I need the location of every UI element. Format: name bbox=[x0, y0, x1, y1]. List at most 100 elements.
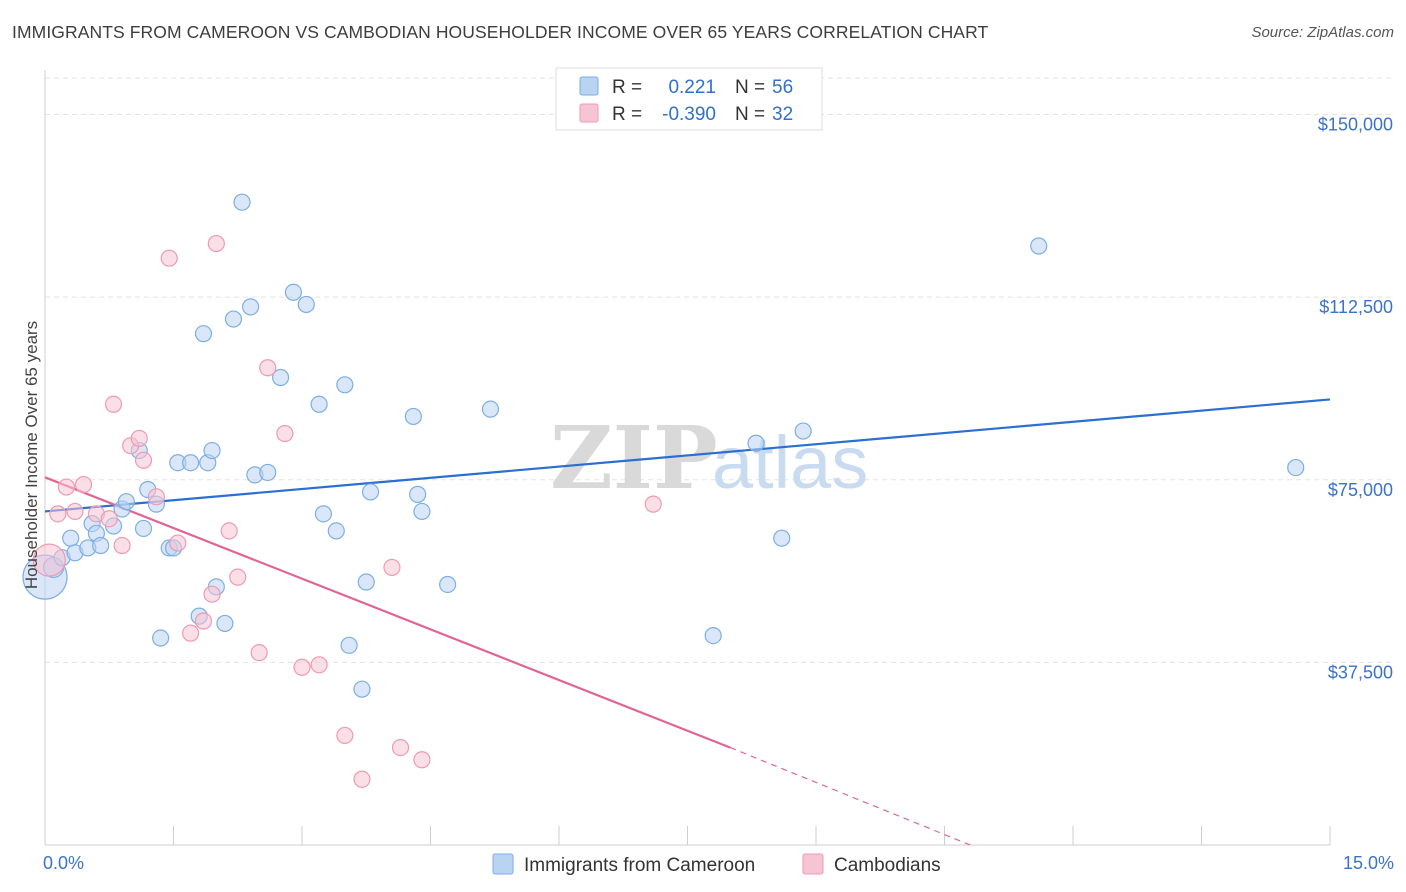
cambodian-point bbox=[220, 522, 238, 540]
cambodian-point bbox=[644, 495, 662, 513]
cameroon-point bbox=[92, 536, 110, 555]
cameroon-point bbox=[62, 529, 80, 547]
cameroon-point bbox=[284, 283, 303, 301]
cameroon-point bbox=[259, 463, 277, 482]
cameroon-point bbox=[481, 400, 500, 418]
cameroon-point bbox=[224, 310, 243, 328]
cameroon-point bbox=[134, 519, 153, 538]
cambodian-point bbox=[276, 424, 294, 443]
cameroon-point bbox=[152, 629, 170, 647]
legend-swatch-blue bbox=[579, 76, 599, 96]
cameroon-point bbox=[271, 368, 290, 387]
y-axis-label: Householder Income Over 65 years bbox=[22, 321, 41, 589]
cameroon-point bbox=[314, 505, 333, 523]
cambodian-point bbox=[336, 726, 354, 745]
cameroon-point bbox=[297, 295, 315, 314]
cameroon-point bbox=[242, 298, 260, 316]
cameroon-point bbox=[794, 422, 812, 440]
cameroon-point bbox=[327, 522, 345, 540]
bottom-legend-swatch-pink bbox=[802, 853, 824, 875]
cambodian-point bbox=[134, 451, 153, 469]
cameroon-point bbox=[439, 575, 457, 594]
cambodian-point bbox=[104, 395, 123, 413]
cambodian-point bbox=[66, 502, 84, 521]
cameroon-point bbox=[773, 529, 791, 547]
cameroon-trend-line bbox=[44, 398, 1331, 513]
legend-n-label-2: N = bbox=[735, 104, 765, 125]
watermark-zip: ZIP bbox=[550, 408, 718, 509]
cambodian-trend-extension bbox=[730, 747, 971, 846]
axes bbox=[44, 70, 1331, 846]
cambodian-point bbox=[310, 656, 328, 674]
cambodian-point bbox=[413, 751, 431, 769]
y-tick-labels: $37,500 $75,000 $112,500 $150,000 bbox=[1318, 115, 1393, 683]
y-tick-label: $75,000 bbox=[1328, 480, 1393, 500]
cambodian-point bbox=[383, 558, 401, 577]
legend-n-value-2: 32 bbox=[772, 104, 793, 125]
legend-r-value-1: 0.221 bbox=[668, 77, 716, 98]
cameroon-point bbox=[413, 502, 431, 521]
bottom-legend-swatch-blue bbox=[492, 853, 514, 875]
cameroon-point bbox=[194, 325, 213, 343]
cambodian-point bbox=[74, 476, 93, 494]
cambodian-point bbox=[207, 234, 225, 253]
cameroon-point bbox=[361, 483, 380, 501]
cambodian-point bbox=[130, 429, 148, 447]
legend-n-value-1: 56 bbox=[772, 77, 793, 98]
cambodian-point bbox=[49, 505, 67, 523]
cameroon-point bbox=[182, 454, 200, 472]
cambodian-point bbox=[169, 534, 187, 552]
top-legend: R = 0.221 N = 56 R = -0.390 N = 32 bbox=[555, 67, 823, 131]
grid-lines bbox=[45, 77, 1395, 663]
cameroon-point bbox=[233, 193, 251, 211]
cameroon-point bbox=[117, 493, 135, 511]
cameroon-point bbox=[336, 376, 354, 394]
cambodian-point bbox=[391, 739, 410, 757]
cameroon-point bbox=[1030, 237, 1048, 255]
cambodian-point bbox=[32, 543, 66, 577]
cameroon-point bbox=[203, 441, 221, 460]
chart-title: IMMIGRANTS FROM CAMEROON VS CAMBODIAN HO… bbox=[12, 22, 989, 42]
x-tick-labels: 0.0% 15.0% bbox=[43, 853, 1394, 873]
bottom-legend-label-pink: Cambodians bbox=[834, 855, 941, 876]
legend-r-value-2: -0.390 bbox=[662, 104, 716, 125]
cameroon-point bbox=[216, 614, 234, 633]
cambodian-point bbox=[259, 359, 277, 377]
chart-source: Source: ZipAtlas.com bbox=[1251, 24, 1394, 41]
watermark: ZIP atlas bbox=[550, 408, 868, 509]
cameroon-point bbox=[747, 434, 765, 452]
cambodian-point bbox=[194, 612, 213, 630]
data-points bbox=[22, 193, 1305, 788]
bottom-legend: Immigrants from Cameroon Cambodians bbox=[492, 853, 941, 876]
cambodian-point bbox=[250, 644, 268, 662]
cameroon-point bbox=[404, 407, 422, 426]
trend-lines bbox=[44, 398, 1331, 846]
x-tick-label-min: 0.0% bbox=[43, 853, 84, 873]
cambodian-point bbox=[182, 624, 200, 642]
cambodian-point bbox=[113, 536, 131, 555]
x-tick-label-max: 15.0% bbox=[1343, 853, 1394, 873]
cameroon-point bbox=[310, 395, 328, 413]
top-legend-box bbox=[555, 67, 823, 131]
cameroon-point bbox=[340, 636, 358, 654]
watermark-atlas: atlas bbox=[712, 421, 868, 504]
y-tick-label: $112,500 bbox=[1319, 297, 1393, 317]
cambodian-trend-line bbox=[44, 476, 731, 749]
legend-swatch-pink bbox=[579, 103, 599, 123]
cambodian-point bbox=[203, 585, 221, 603]
cambodian-point bbox=[229, 568, 247, 586]
cambodian-point bbox=[147, 488, 165, 506]
cambodian-point bbox=[160, 249, 178, 267]
cameroon-point bbox=[353, 680, 371, 698]
cambodian-point bbox=[57, 478, 76, 496]
cameroon-point bbox=[1287, 458, 1305, 477]
cambodian-point bbox=[293, 658, 311, 676]
legend-r-label-1: R = bbox=[612, 77, 642, 98]
cameroon-point bbox=[357, 573, 375, 591]
legend-r-label-2: R = bbox=[612, 104, 642, 125]
legend-n-label-1: N = bbox=[735, 77, 765, 98]
cambodian-point bbox=[100, 510, 118, 528]
y-tick-label: $150,000 bbox=[1318, 115, 1393, 135]
bottom-legend-label-blue: Immigrants from Cameroon bbox=[524, 855, 755, 876]
